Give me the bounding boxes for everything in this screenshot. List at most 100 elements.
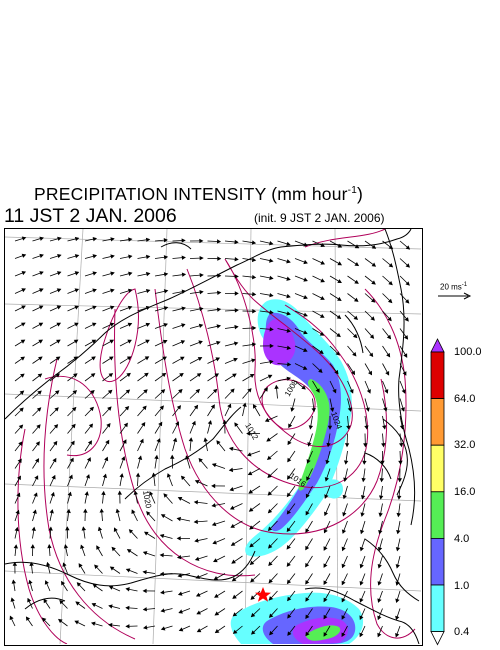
wind-vector-head — [70, 440, 75, 446]
wind-vector-head — [74, 620, 79, 625]
wind-vector-head — [385, 371, 390, 376]
wind-vector-head — [178, 627, 184, 632]
wind-vector-head — [109, 305, 115, 310]
wind-vector-head — [388, 263, 394, 268]
wind-vector-head — [405, 245, 411, 250]
wind-vector-head — [213, 558, 218, 563]
wind-vector-head — [249, 373, 255, 378]
wind-vector-head — [229, 505, 235, 510]
wind-vector-head — [249, 543, 254, 548]
wind-vector-head — [249, 560, 255, 565]
wind-vector-head — [127, 339, 132, 344]
precipitation-field — [230, 299, 364, 644]
wind-vector-head — [160, 590, 165, 595]
wind-vector-head — [217, 256, 222, 261]
wind-vector-head — [178, 389, 183, 394]
wind-vector-head — [92, 254, 97, 259]
wind-vector-head — [346, 425, 351, 430]
lat-lon-grid — [5, 229, 421, 644]
precip-area — [305, 625, 341, 641]
wind-vector-head — [324, 511, 329, 517]
wind-vector-head — [231, 577, 237, 582]
wind-vector-head — [127, 322, 133, 327]
wind-vector-head — [170, 454, 175, 459]
wind-vector-head — [91, 603, 97, 608]
wind-vector-head — [145, 271, 151, 277]
wind-vector-head — [396, 495, 402, 500]
wind-vector-head — [365, 407, 370, 412]
wind-vector-head — [161, 372, 167, 378]
wind-vector-head — [35, 441, 40, 446]
wind-vector-head — [135, 472, 141, 477]
wind-vector-head — [341, 615, 346, 620]
wind-vector-head — [194, 538, 199, 543]
wind-vector-head — [158, 421, 163, 427]
wind-vector-head — [212, 540, 217, 545]
wind-vector-head — [128, 237, 133, 242]
wind-vector-head — [251, 240, 257, 245]
wind-vector-head — [216, 340, 221, 346]
wind-vector-head — [142, 607, 147, 612]
wind-vector-head — [109, 339, 115, 344]
colorbar-label: 1.0 — [454, 580, 470, 592]
wind-vector-head — [267, 473, 272, 478]
wind-vector-head — [176, 516, 182, 522]
wind-vector-head — [49, 509, 54, 514]
wind-vector-head — [362, 460, 367, 465]
wind-vector-head — [142, 588, 147, 594]
wind-vector-head — [341, 632, 346, 638]
wind-vector-head — [327, 425, 333, 430]
wind-vector-head — [108, 585, 114, 590]
wind-vector-head — [388, 280, 393, 286]
wind-vector-head — [305, 614, 310, 619]
wind-vector-head — [227, 403, 232, 409]
wind-vector-head — [76, 582, 82, 587]
wind-vector-head — [74, 305, 79, 310]
wind-vector-head — [266, 455, 272, 461]
colorbar-box — [430, 444, 445, 493]
wind-vector-head — [353, 315, 359, 320]
wind-vector-head — [386, 334, 392, 340]
wind-vector-head — [343, 460, 349, 465]
colorbar-label: 4.0 — [454, 533, 470, 545]
isobar-1020 — [154, 288, 388, 535]
wind-vector-head — [324, 494, 329, 499]
wind-vector-head — [267, 508, 273, 514]
wind-vector-head — [52, 457, 57, 463]
wind-vector-head — [274, 384, 279, 389]
valid-time: 11 JST 2 JAN. 2006 — [4, 205, 177, 227]
wind-vector-head — [86, 457, 91, 462]
wind-vector-head — [403, 353, 408, 358]
wind-vector-head — [160, 608, 165, 613]
wind-vector-head — [405, 263, 411, 268]
wind-vector-head — [84, 491, 89, 496]
wind-vector-head — [230, 388, 235, 393]
wind-vector-head — [203, 437, 208, 442]
wind-vector-head — [139, 438, 144, 444]
wind-vector-head — [369, 334, 375, 339]
wind-vector-head — [69, 457, 74, 463]
wind-vector-head — [216, 307, 222, 312]
wind-vector-head — [181, 272, 187, 277]
wind-vector-head — [211, 483, 216, 489]
precip-area — [323, 479, 343, 499]
wind-vector-head — [248, 489, 254, 494]
wind-vector-head — [39, 236, 45, 241]
wind-vector-head — [250, 612, 256, 618]
wind-vector-head — [252, 291, 257, 297]
wind-vector-head — [128, 254, 133, 259]
wind-vector-head — [144, 356, 150, 361]
wind-vector-head — [388, 245, 394, 250]
wind-vector-head — [207, 420, 213, 425]
wind-vector-head — [159, 533, 165, 539]
wind-vector-head — [163, 306, 169, 311]
wind-vector-head — [145, 254, 151, 260]
wind-vector-head — [305, 579, 310, 585]
wind-vector-head — [251, 342, 257, 347]
wind-vector-head — [199, 306, 204, 312]
wind-vector-head — [117, 490, 122, 495]
wind-vector-head — [166, 473, 172, 478]
wind-vector-head — [286, 259, 291, 264]
wind-vector-head — [163, 289, 169, 294]
wind-vector-head — [319, 349, 324, 354]
